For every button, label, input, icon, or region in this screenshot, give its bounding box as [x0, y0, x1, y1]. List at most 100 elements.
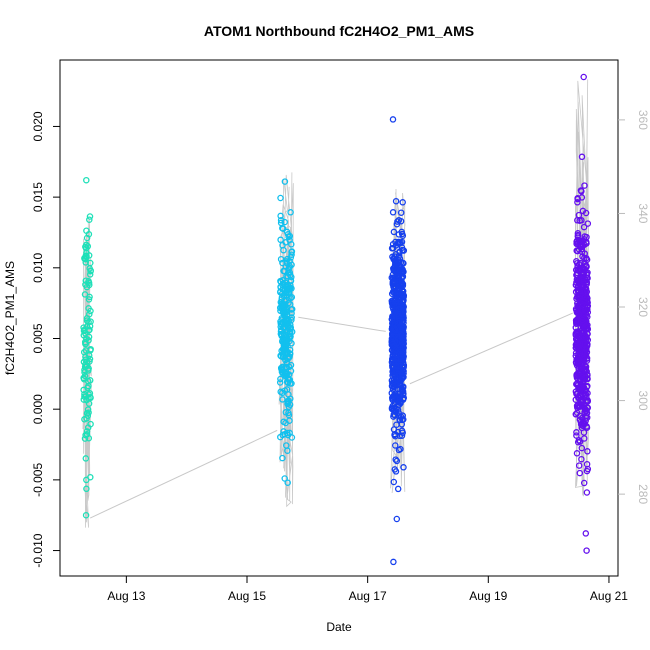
data-point [285, 334, 293, 341]
data-point [285, 294, 292, 302]
data-points [80, 73, 592, 566]
data-point [389, 209, 397, 216]
chart-title: ATOM1 Northbound fC2H4O2_PM1_AMS [204, 23, 474, 39]
data-point [578, 188, 585, 195]
data-point [584, 341, 591, 348]
data-point [583, 547, 590, 554]
data-point [278, 300, 285, 307]
data-point [575, 260, 583, 268]
x-tick-label: Aug 13 [107, 589, 145, 603]
data-point [284, 479, 291, 486]
data-point [389, 386, 397, 393]
y-tick-label: 0.020 [31, 111, 45, 141]
transit-line [409, 312, 573, 385]
data-point [578, 194, 586, 201]
data-point [281, 475, 288, 482]
data-point [393, 385, 401, 393]
data-point [578, 153, 586, 161]
data-point [395, 312, 403, 320]
data-point [391, 412, 399, 419]
data-point [582, 334, 590, 341]
data-point [277, 212, 284, 220]
data-point [277, 326, 285, 334]
data-point [573, 432, 580, 439]
data-point [288, 241, 295, 248]
data-point [84, 424, 92, 431]
data-point [575, 394, 582, 402]
data-point [85, 365, 92, 372]
data-point [282, 372, 289, 380]
data-point [575, 462, 583, 469]
data-point [390, 256, 398, 263]
data-point [284, 400, 291, 408]
data-point [394, 284, 402, 291]
data-point [583, 256, 591, 263]
data-point [86, 293, 93, 301]
x-axis-label: Date [326, 620, 352, 634]
data-point [582, 414, 590, 421]
data-point [392, 442, 399, 449]
data-point [580, 223, 588, 231]
data-point [577, 305, 584, 312]
y2-tick-label: 360 [636, 110, 650, 130]
data-point [288, 305, 296, 313]
data-point [581, 233, 588, 240]
data-point [582, 530, 590, 537]
data-point [280, 418, 287, 426]
data-point [400, 361, 408, 369]
data-point [390, 302, 398, 309]
data-point [573, 237, 581, 244]
data-point [284, 273, 292, 280]
data-point [575, 362, 583, 370]
data-point [397, 355, 405, 363]
data-point [583, 374, 591, 382]
data-point [282, 263, 290, 270]
data-point [573, 409, 581, 417]
data-point [584, 274, 591, 282]
data-point [80, 375, 88, 383]
data-point [575, 370, 582, 378]
data-point [397, 331, 404, 338]
data-point [86, 377, 94, 384]
data-point [82, 347, 90, 354]
data-point [390, 228, 398, 236]
data-point [582, 363, 590, 371]
data-point [286, 325, 294, 332]
data-point [280, 428, 287, 435]
y2-tick-label: 300 [636, 391, 650, 411]
data-point [400, 416, 407, 423]
data-point [394, 485, 402, 493]
data-point [288, 261, 295, 269]
data-point [277, 219, 285, 227]
data-point [395, 412, 403, 420]
y-tick-label: 0.000 [31, 394, 45, 424]
data-point [396, 255, 404, 262]
transit-line [89, 429, 278, 519]
data-point [276, 379, 284, 386]
data-point [390, 478, 398, 486]
data-point [394, 218, 401, 225]
data-point [83, 410, 91, 417]
data-point [392, 197, 400, 205]
data-point [584, 448, 591, 455]
data-point [390, 265, 397, 272]
data-point [288, 273, 295, 281]
data-point [283, 360, 291, 367]
y2-tick-label: 340 [636, 203, 650, 223]
data-point [281, 301, 289, 308]
data-point [391, 466, 399, 473]
data-point [389, 240, 397, 248]
data-point [284, 231, 292, 238]
data-point [390, 558, 397, 566]
data-point [279, 454, 286, 462]
data-point [82, 259, 89, 266]
data-point [86, 216, 93, 223]
data-point [82, 455, 90, 462]
data-point [82, 511, 90, 519]
data-point [398, 290, 405, 298]
x-tick-label: Aug 17 [349, 589, 387, 603]
data-point [572, 317, 580, 324]
data-point [575, 402, 582, 409]
data-point [573, 450, 581, 457]
data-point [288, 251, 295, 258]
